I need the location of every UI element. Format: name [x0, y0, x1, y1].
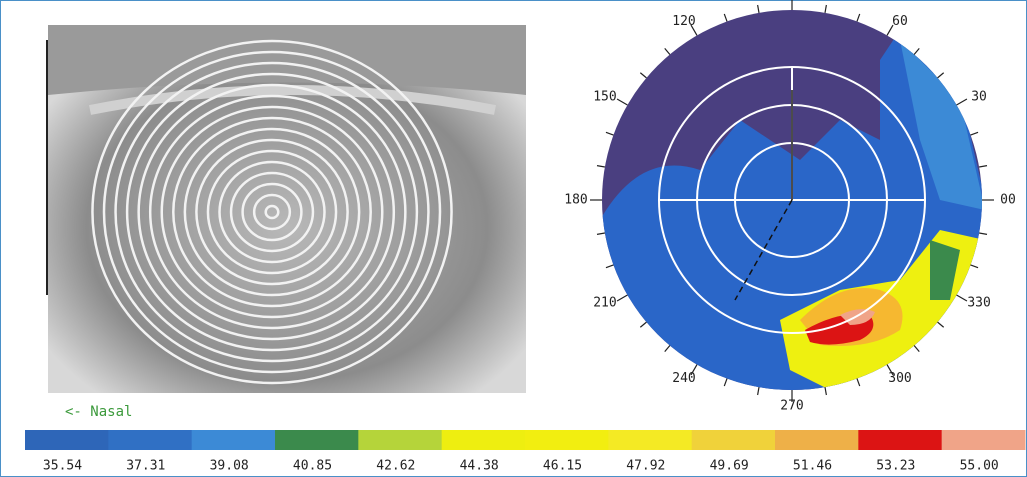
placido-ring [160, 105, 384, 319]
scale-label: 40.85 [293, 459, 332, 474]
placido-ring [148, 94, 396, 330]
angle-tick [979, 232, 988, 235]
angle-tick [856, 13, 861, 22]
scale-label: 47.92 [626, 459, 665, 474]
placido-ring [102, 50, 442, 374]
angle-tick [970, 264, 979, 269]
angle-tick [824, 4, 827, 13]
angle-tick [690, 364, 698, 376]
angle-tick [937, 321, 945, 328]
placido-ring [241, 182, 303, 242]
angle-tick [913, 345, 920, 353]
scale-label: 39.08 [210, 459, 249, 474]
angle-label: 00 [1000, 193, 1016, 208]
placido-ring [264, 204, 280, 220]
angle-label: 210 [593, 296, 616, 311]
scale-label: 37.31 [126, 459, 165, 474]
scale-label: 49.69 [710, 459, 749, 474]
angle-label: 120 [672, 14, 695, 29]
angle-tick [605, 131, 614, 136]
placido-ring [229, 171, 315, 253]
scale-label: 55.00 [960, 459, 999, 474]
angle-label: 240 [672, 371, 695, 386]
scale-swatch [25, 430, 109, 450]
angle-tick [605, 264, 614, 269]
scale-swatch [691, 430, 776, 450]
angle-tick [723, 13, 728, 22]
scale-swatch [608, 430, 693, 450]
placido-ring [252, 193, 292, 231]
angle-label: 30 [971, 90, 987, 105]
angle-label: 330 [967, 296, 990, 311]
angle-label: 270 [780, 399, 803, 414]
angle-tick [664, 47, 671, 55]
scale-swatch [858, 430, 943, 450]
angle-tick [723, 378, 728, 387]
scale-swatch [275, 430, 359, 450]
topography-map [590, 0, 994, 402]
scale-label: 51.46 [793, 459, 832, 474]
scale-label: 35.54 [43, 459, 82, 474]
scale-swatch [441, 430, 526, 450]
angle-label: 90 [784, 0, 800, 2]
scale-label: 53.23 [876, 459, 915, 474]
angle-tick [616, 294, 628, 302]
angle-tick [639, 321, 647, 328]
scale-swatch [191, 430, 276, 450]
nasal-label: <- Nasal [65, 404, 132, 420]
scale-label: 46.15 [543, 459, 582, 474]
angle-tick [596, 165, 605, 168]
scale-label: 42.62 [376, 459, 415, 474]
placido-ring [114, 61, 430, 363]
angle-tick [856, 378, 861, 387]
angle-label: 300 [888, 371, 911, 386]
angle-label: 150 [593, 90, 616, 105]
angle-tick [824, 387, 827, 396]
angle-tick [970, 131, 979, 136]
angle-tick [979, 165, 988, 168]
scale-swatch [941, 430, 1026, 450]
angle-label: 60 [892, 14, 908, 29]
scale-label: 44.38 [460, 459, 499, 474]
angle-tick [886, 364, 894, 376]
angle-tick [886, 24, 894, 36]
angle-tick [956, 294, 968, 302]
placido-ring [183, 127, 361, 297]
placido-ring [91, 39, 453, 385]
color-scale: 35.54 37.31 39.08 40.85 42.62 44.38 46.15 47.92… [25, 430, 1026, 474]
placido-ring [206, 149, 338, 275]
placido-ring [137, 83, 407, 341]
angle-tick [690, 24, 698, 36]
angle-tick [616, 98, 628, 106]
angle-label: 180 [564, 193, 587, 208]
scale-swatch [108, 430, 193, 450]
angle-tick [937, 72, 945, 79]
angle-tick [913, 47, 920, 55]
placido-ring [195, 138, 349, 286]
scale-swatch [525, 430, 609, 450]
scale-swatch [358, 430, 443, 450]
scale-swatch [775, 430, 859, 450]
angle-tick [596, 232, 605, 235]
angle-tick [757, 4, 760, 13]
placido-ring [218, 160, 326, 264]
angle-tick [956, 98, 968, 106]
angle-tick [757, 387, 760, 396]
placido-ring [172, 116, 372, 308]
angle-tick [664, 345, 671, 353]
angle-tick [639, 72, 647, 79]
placido-ring [125, 72, 419, 352]
eye-image [46, 25, 526, 393]
